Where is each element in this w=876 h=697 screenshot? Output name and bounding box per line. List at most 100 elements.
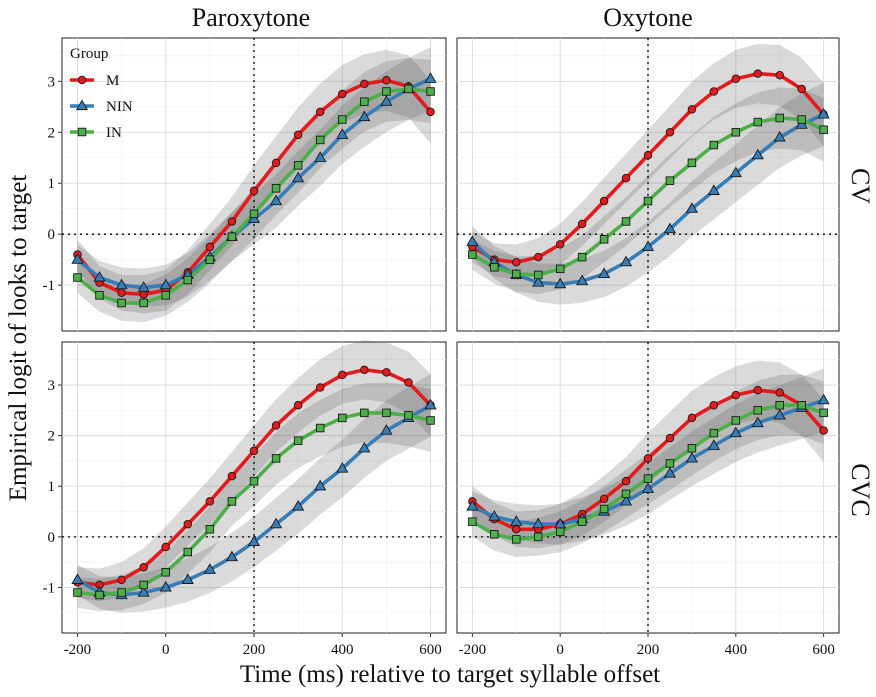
data-point-in	[95, 291, 104, 300]
data-point-nin	[773, 408, 786, 420]
data-point-in	[315, 135, 325, 145]
data-point-m	[533, 252, 543, 262]
data-point-nin	[729, 426, 742, 438]
data-point-m	[775, 70, 784, 80]
legend-label-m: M	[106, 73, 119, 89]
data-point-m	[227, 217, 237, 226]
data-point-in	[753, 117, 763, 127]
panel-oxytone-cvc: -200 0 200 400 600	[456, 341, 840, 658]
data-point-in	[643, 196, 653, 206]
data-point-m	[797, 84, 806, 94]
data-point-m	[555, 240, 565, 249]
data-point-m	[643, 150, 653, 160]
data-point-nin	[532, 517, 545, 529]
data-point-in	[404, 84, 413, 94]
data-point-nin	[729, 166, 742, 178]
data-point-m	[753, 69, 763, 78]
data-point-in	[753, 406, 763, 415]
data-point-nin	[336, 462, 349, 473]
data-point-m	[227, 471, 237, 481]
data-point-nin	[619, 494, 633, 506]
data-point-in	[665, 459, 675, 468]
data-point-nin	[641, 240, 655, 252]
data-point-in	[490, 530, 499, 539]
data-point-m	[360, 79, 369, 89]
data-point-in	[382, 408, 391, 418]
data-point-m	[271, 158, 281, 168]
data-point-m	[775, 388, 784, 397]
x-tick-label: 400	[331, 642, 354, 658]
confidence-band-m	[77, 340, 431, 602]
data-point-in	[468, 250, 477, 259]
data-point-nin	[314, 479, 327, 491]
data-point-in	[161, 291, 170, 300]
data-point-m	[360, 365, 369, 375]
column-label-paroxytone: Paroxytone	[192, 3, 310, 32]
data-point-nin	[707, 184, 720, 195]
data-point-m	[249, 186, 259, 196]
data-point-in	[512, 535, 521, 544]
data-point-in	[426, 416, 435, 425]
data-point-in	[468, 517, 477, 526]
data-point-nin	[751, 416, 764, 428]
data-point-nin	[137, 586, 150, 597]
data-point-nin	[71, 253, 84, 264]
confidence-band-in	[472, 87, 824, 295]
row-label-cv: CV	[846, 168, 875, 204]
data-point-m	[315, 107, 325, 117]
data-point-nin	[663, 222, 677, 234]
data-point-in	[338, 413, 347, 423]
data-point-m	[599, 196, 609, 206]
data-point-m	[687, 105, 697, 114]
data-point-m	[249, 446, 259, 456]
data-point-m	[665, 433, 675, 443]
data-point-nin	[685, 202, 699, 213]
data-point-in	[621, 217, 631, 226]
data-point-nin	[203, 563, 216, 574]
data-point-in	[731, 416, 741, 425]
data-point-in	[139, 580, 148, 590]
data-point-nin	[707, 439, 720, 450]
y-tick-label: 0	[48, 530, 56, 546]
data-point-in	[599, 504, 609, 514]
data-point-m	[426, 107, 435, 117]
panels-layer: -1 0 1 2 3 -1 0 1 2 3 -200 0 200 400 600 -200 0 200 400 600	[43, 37, 840, 658]
data-point-nin	[466, 499, 479, 511]
y-tick-label: 3	[48, 74, 56, 90]
legend-label-nin: NIN	[106, 99, 133, 115]
data-point-in	[709, 140, 719, 150]
data-point-in	[665, 176, 675, 185]
data-point-in	[533, 270, 543, 280]
data-point-nin	[773, 130, 786, 142]
data-point-in	[117, 298, 126, 308]
data-point-m	[338, 370, 347, 380]
data-point-m	[753, 385, 763, 395]
data-point-m	[599, 494, 609, 504]
confidence-band-in	[77, 382, 431, 612]
legend-label-in: IN	[106, 125, 122, 141]
data-point-nin	[424, 72, 437, 83]
data-point-in	[205, 525, 215, 534]
data-point-nin	[292, 171, 305, 183]
data-point-m	[512, 525, 521, 534]
data-point-in	[775, 401, 784, 410]
data-point-in	[490, 263, 499, 272]
x-tick-label: 0	[556, 642, 564, 658]
data-point-in	[227, 232, 237, 241]
data-point-in	[360, 408, 369, 418]
data-point-m	[709, 401, 719, 410]
data-point-m	[687, 413, 697, 423]
data-point-in	[577, 252, 587, 262]
data-point-in	[271, 184, 281, 193]
x-tick-label: 600	[419, 642, 442, 658]
data-point-in	[643, 474, 653, 483]
data-point-m	[117, 288, 126, 298]
data-point-m	[731, 74, 741, 84]
y-tick-label: 3	[48, 378, 56, 394]
column-label-oxytone: Oxytone	[603, 3, 693, 32]
data-point-m	[382, 76, 391, 85]
data-point-nin	[424, 398, 437, 410]
data-point-in	[555, 264, 565, 274]
data-point-nin	[225, 550, 239, 562]
